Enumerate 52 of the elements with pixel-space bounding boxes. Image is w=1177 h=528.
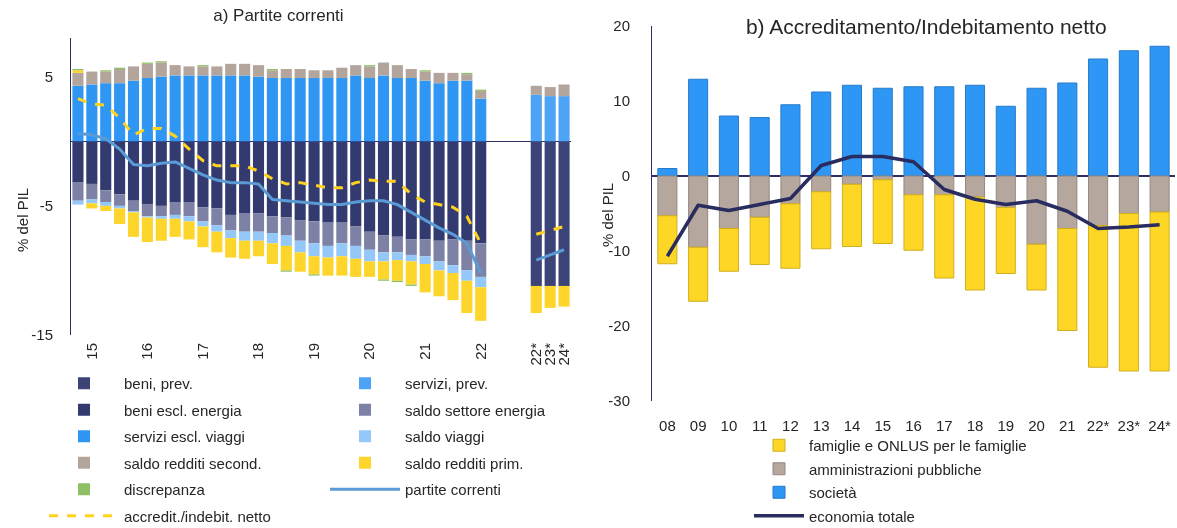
- legend-label: famiglie e ONLUS per le famiglie: [809, 437, 1027, 455]
- x-tick-label: 19: [304, 343, 322, 360]
- x-tick-label: 18: [249, 343, 267, 360]
- chart-title: b) Accreditamento/Indebitamento netto: [745, 15, 1107, 39]
- chart-title: a) Partite correnti: [213, 5, 344, 25]
- x-tick-label: 18: [966, 417, 984, 434]
- x-tick-label: 16: [138, 343, 156, 360]
- legend-label: discrepanza: [124, 481, 206, 499]
- y-tick-label: 0: [621, 167, 630, 185]
- x-tick-label: 10: [720, 417, 738, 434]
- legend-label: servizi escl. viaggi: [124, 428, 245, 446]
- y-tick-label: 10: [613, 92, 630, 110]
- x-tick-label: 20: [1028, 417, 1045, 434]
- x-tick-label: 13: [812, 417, 830, 434]
- x-tick-label: 23*: [1117, 417, 1141, 434]
- x-tick-label: 17: [193, 343, 211, 360]
- y-axis-title: % del PIL: [599, 182, 616, 247]
- x-tick-label: 08: [659, 417, 676, 434]
- legend-label: servizi, prev.: [405, 375, 489, 393]
- x-tick-label: 17: [935, 417, 953, 434]
- legend-label: società: [809, 484, 858, 502]
- x-tick-label: 09: [689, 417, 707, 434]
- x-tick-label: 14: [843, 417, 861, 434]
- y-tick-label: -15: [31, 326, 53, 344]
- y-tick-label: -30: [608, 392, 630, 410]
- x-tick-label: 16: [905, 417, 922, 434]
- legend-label: partite correnti: [405, 481, 501, 499]
- legend-label: amministrazioni pubbliche: [809, 460, 982, 478]
- x-tick-label: 15: [874, 417, 892, 434]
- x-tick-label: 22*: [1086, 417, 1110, 434]
- x-tick-label: 22: [471, 343, 489, 360]
- x-tick-label: 12: [782, 417, 799, 434]
- legend-label: saldo redditi prim.: [405, 454, 524, 472]
- x-tick-label: 20: [360, 343, 378, 360]
- x-tick-label: 21: [416, 343, 434, 360]
- y-tick-label: -20: [608, 317, 630, 335]
- y-tick-label: 20: [613, 17, 630, 35]
- x-tick-label: 15: [82, 343, 100, 360]
- legend-label: beni, prev.: [124, 375, 193, 393]
- legend-label: beni escl. energia: [124, 401, 243, 419]
- y-tick-label: -5: [39, 197, 53, 215]
- x-tick-label: 24*: [1148, 417, 1172, 434]
- legend-label: saldo viaggi: [405, 428, 485, 446]
- legend-label: saldo settore energia: [405, 401, 546, 419]
- x-tick-label: 21: [1058, 417, 1076, 434]
- legend-label: economia totale: [809, 507, 915, 525]
- x-tick-label: 19: [997, 417, 1015, 434]
- y-tick-label: 5: [44, 67, 53, 85]
- x-tick-label: 11: [751, 417, 768, 434]
- y-axis-title: % del PIL: [14, 187, 31, 252]
- legend-label: accredit./indebit. netto: [124, 507, 271, 525]
- legend-label: saldo redditi second.: [124, 454, 262, 472]
